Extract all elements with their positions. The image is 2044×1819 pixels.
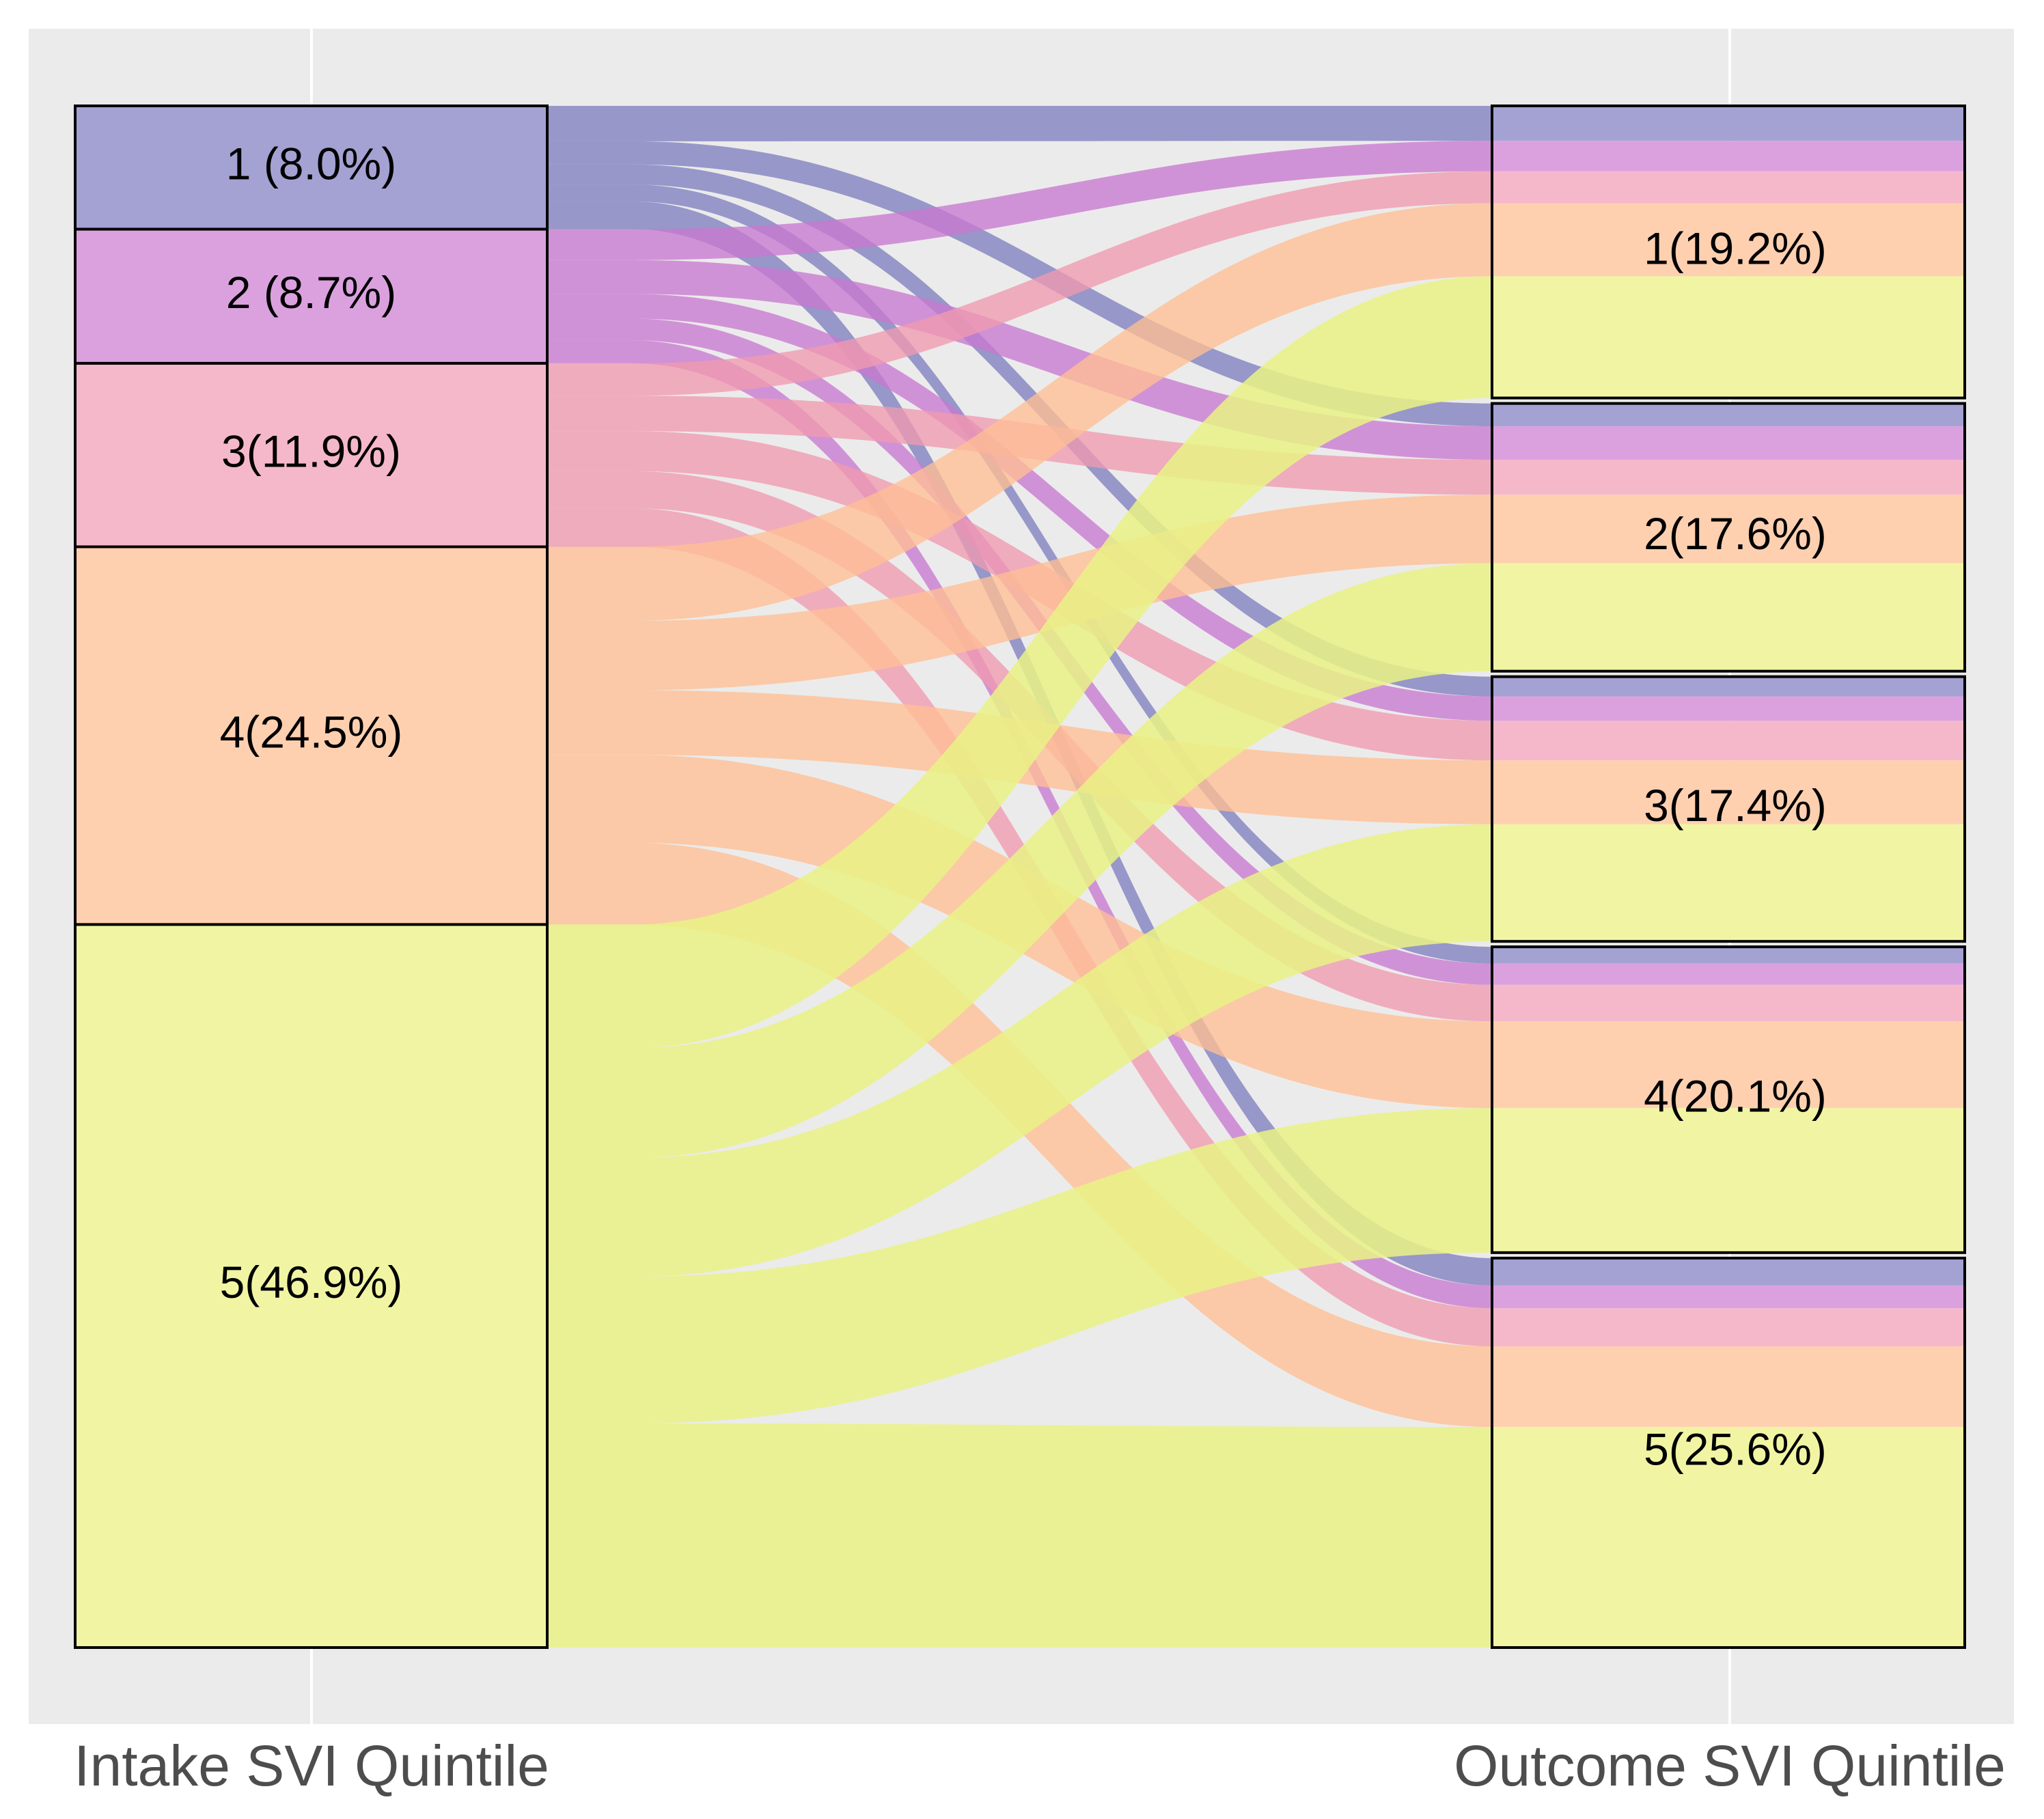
outcome-node-2-segment-3 xyxy=(1492,460,1965,495)
flow-4-to-5 xyxy=(547,842,1492,1428)
intake-node-5 xyxy=(74,923,549,1649)
intake-node-3 xyxy=(74,361,549,549)
outcome-node-1-segment-3 xyxy=(1492,171,1965,204)
outcome-node-5-segment-2 xyxy=(1492,1285,1965,1309)
outcome-node-5-segment-4 xyxy=(1492,1346,1965,1428)
outcome-node-3 xyxy=(1491,675,1966,943)
outcome-node-1-segment-5 xyxy=(1492,276,1965,398)
outcome-node-4-segment-5 xyxy=(1492,1108,1965,1253)
intake-node-label-5: 5(46.9%) xyxy=(220,1257,403,1307)
flow-4-to-1 xyxy=(547,203,1492,621)
outcome-node-5 xyxy=(1491,1256,1966,1649)
outcome-node-5-segment-1 xyxy=(1492,1258,1965,1286)
intake-node-4 xyxy=(74,545,549,926)
outcome-node-2 xyxy=(1491,402,1966,673)
x-axis-label-intake: Intake SVI Quintile xyxy=(74,1734,549,1798)
outcome-node-label-1: 1(19.2%) xyxy=(1644,223,1827,273)
outcome-node-1-segment-1 xyxy=(1492,106,1965,141)
outcome-node-label-4: 4(20.1%) xyxy=(1644,1070,1827,1121)
flow-5-to-5 xyxy=(547,1424,1492,1648)
outcome-node-3-segment-5 xyxy=(1492,824,1965,942)
intake-node-2 xyxy=(74,227,549,365)
flow-5-to-4 xyxy=(547,1108,1492,1424)
intake-node-1 xyxy=(74,105,549,231)
outcome-node-2-segment-2 xyxy=(1492,426,1965,460)
outcome-node-3-segment-2 xyxy=(1492,696,1965,721)
outcome-node-label-3: 3(17.4%) xyxy=(1644,780,1827,831)
outcome-node-2-segment-5 xyxy=(1492,563,1965,671)
nodes-layer xyxy=(74,105,1966,1649)
outcome-node-3-segment-1 xyxy=(1492,676,1965,697)
flow-5-to-2 xyxy=(547,563,1492,1158)
outcome-node-4 xyxy=(1491,945,1966,1254)
flow-5-to-3 xyxy=(547,824,1492,1277)
outcome-node-3-segment-4 xyxy=(1492,760,1965,824)
x-axis-label-outcome: Outcome SVI Quintile xyxy=(1454,1734,2006,1798)
flow-4-to-2 xyxy=(547,495,1492,691)
outcome-node-4-segment-3 xyxy=(1492,984,1965,1022)
outcome-node-2-segment-4 xyxy=(1492,495,1965,564)
flow-5-to-1 xyxy=(547,276,1492,1049)
outcome-node-5-segment-5 xyxy=(1492,1427,1965,1648)
intake-node-label-2: 2 (8.7%) xyxy=(226,267,396,318)
intake-node-label-4: 4(24.5%) xyxy=(220,706,403,757)
outcome-node-1-segment-2 xyxy=(1492,141,1965,171)
outcome-node-4-segment-2 xyxy=(1492,963,1965,985)
flow-1-to-1 xyxy=(547,106,1492,141)
intake-node-label-3: 3(11.9%) xyxy=(221,426,401,477)
flow-3-to-3 xyxy=(547,431,1492,761)
outcome-node-4-segment-4 xyxy=(1492,1021,1965,1109)
outcome-node-2-segment-1 xyxy=(1492,403,1965,427)
flows-layer xyxy=(547,106,1492,1648)
flow-2-to-1 xyxy=(547,141,1492,260)
outcome-node-label-2: 2(17.6%) xyxy=(1644,508,1827,559)
outcome-node-3-segment-3 xyxy=(1492,721,1965,761)
labels-layer: 1 (8.0%) 2 (8.7%) 3(11.9%) 4(24.5%) 5(46.9%)… xyxy=(220,139,1827,1475)
outcome-node-1-segment-4 xyxy=(1492,203,1965,277)
intake-node-label-1: 1 (8.0%) xyxy=(226,139,396,189)
outcome-node-label-5: 5(25.6%) xyxy=(1644,1424,1827,1474)
outcome-node-5-segment-3 xyxy=(1492,1308,1965,1347)
outcome-node-1 xyxy=(1491,105,1966,400)
flow-3-to-1 xyxy=(547,171,1492,396)
outcome-node-4-segment-1 xyxy=(1492,947,1965,964)
